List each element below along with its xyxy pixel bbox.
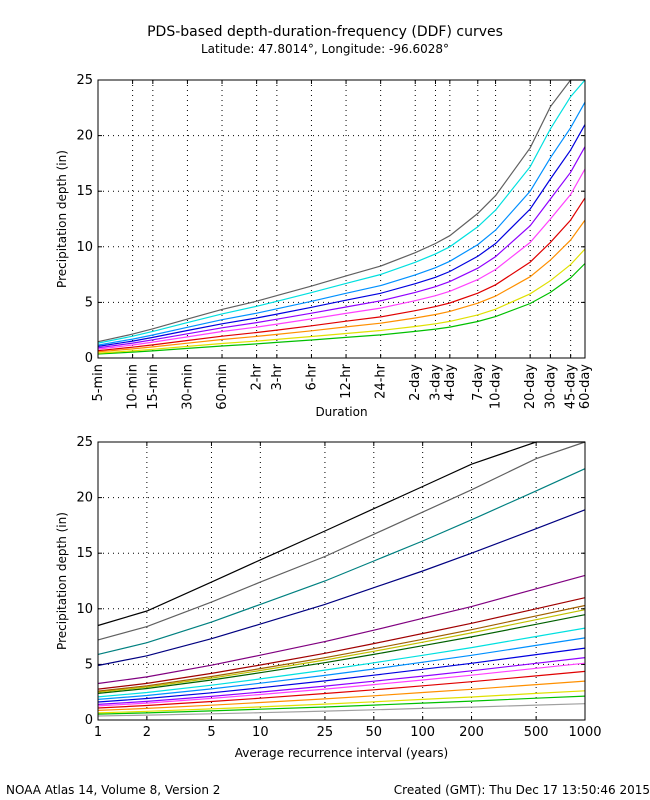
- y-tick-label: 10: [76, 602, 93, 617]
- y-tick-label: 15: [76, 184, 93, 199]
- footer-source: NOAA Atlas 14, Volume 8, Version 2: [6, 783, 221, 797]
- x-tick-label: 200: [459, 725, 484, 740]
- y-tick-label: 20: [76, 129, 93, 144]
- x-tick-label: 15-min: [146, 364, 161, 410]
- series-line: [97, 657, 586, 705]
- series-line: [97, 604, 586, 692]
- y-tick-label: 10: [76, 240, 93, 255]
- x-tick-label: 2-day: [408, 364, 423, 401]
- series-line: [97, 146, 586, 349]
- series-line: [97, 263, 586, 355]
- plot-frame: [97, 79, 586, 359]
- series-line: [97, 574, 586, 685]
- series-line: [97, 441, 585, 627]
- series-line: [97, 637, 586, 700]
- y-tick-label: 20: [76, 491, 93, 506]
- x-tick-label: 20-day: [523, 364, 538, 409]
- series-line: [97, 101, 586, 346]
- plot-frame: [97, 441, 586, 721]
- x-tick-label: 4-day: [443, 364, 458, 401]
- y-tick-label: 15: [76, 546, 93, 561]
- x-tick-label: 45-day: [564, 364, 579, 409]
- y-tick-label: 25: [76, 435, 93, 450]
- x-tick-label: 6-hr: [304, 363, 319, 390]
- x-tick-label: 5-min: [91, 364, 106, 401]
- series-line: [97, 468, 586, 655]
- series-line: [97, 509, 586, 667]
- y-tick-label: 25: [76, 73, 93, 88]
- series-line: [97, 703, 586, 717]
- footer-created: Created (GMT): Thu Dec 17 13:50:46 2015: [393, 783, 650, 797]
- series-line: [97, 597, 586, 690]
- series-line: [97, 168, 586, 350]
- x-tick-label: 10-day: [489, 364, 504, 409]
- x-tick-label: 3-hr: [270, 363, 285, 390]
- series-line: [97, 441, 586, 641]
- series-line: [97, 614, 586, 694]
- x-tick-label: 100: [410, 725, 435, 740]
- y-axis-label: Precipitation depth (in): [55, 150, 69, 288]
- x-tick-label: 24-hr: [374, 363, 389, 398]
- x-tick-label: 7-day: [471, 364, 486, 401]
- series-line: [97, 219, 586, 353]
- x-tick-label: 2: [143, 725, 151, 740]
- series-line: [97, 627, 586, 698]
- x-axis-label: Average recurrence interval (years): [235, 746, 448, 760]
- series-line: [97, 670, 586, 709]
- x-tick-label: 5: [207, 725, 215, 740]
- x-tick-label: 50: [366, 725, 383, 740]
- series-line: [97, 680, 586, 711]
- x-tick-label: 500: [524, 725, 549, 740]
- x-axis-label: Duration: [315, 405, 367, 419]
- x-tick-label: 3-day: [428, 364, 443, 401]
- y-tick-label: 0: [85, 351, 93, 366]
- x-tick-label: 60-day: [578, 364, 593, 409]
- x-tick-label: 60-min: [215, 364, 230, 410]
- series-line: [97, 248, 586, 354]
- series-line: [97, 124, 586, 347]
- x-tick-label: 10: [252, 725, 269, 740]
- x-tick-label: 1: [94, 725, 102, 740]
- x-tick-label: 10-min: [126, 364, 141, 410]
- y-axis-label: Precipitation depth (in): [55, 512, 69, 650]
- series-line: [97, 662, 586, 707]
- chart-title: PDS-based depth-duration-frequency (DDF)…: [147, 24, 503, 40]
- series-line: [97, 690, 586, 714]
- chart-subtitle: Latitude: 47.8014°, Longitude: -96.6028°: [201, 42, 449, 56]
- series-line: [97, 695, 586, 715]
- series-line: [97, 609, 586, 693]
- x-tick-label: 30-min: [180, 364, 195, 410]
- y-tick-label: 0: [85, 713, 93, 728]
- x-tick-label: 1000: [568, 725, 601, 740]
- series-line: [97, 647, 586, 703]
- x-tick-label: 12-hr: [339, 363, 354, 398]
- series-line: [97, 79, 585, 343]
- y-tick-label: 5: [85, 295, 93, 310]
- x-tick-label: 30-day: [543, 364, 558, 409]
- series-line: [97, 197, 586, 352]
- x-tick-label: 25: [317, 725, 334, 740]
- series-line: [97, 79, 586, 344]
- x-tick-label: 2-hr: [250, 363, 265, 390]
- y-tick-label: 5: [85, 657, 93, 672]
